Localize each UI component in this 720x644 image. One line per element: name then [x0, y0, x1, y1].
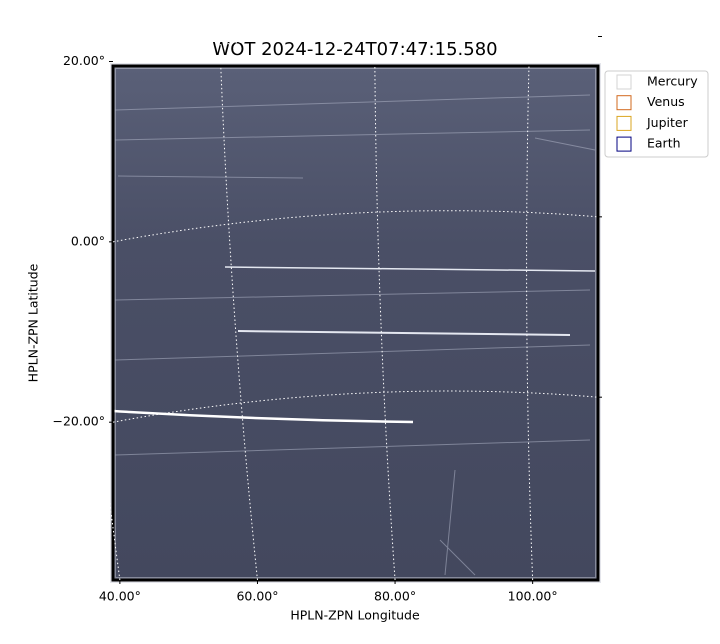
legend: Mercury Venus Jupiter Earth [604, 70, 709, 158]
legend-swatch [616, 136, 632, 152]
x-tick-label: 40.00° [99, 589, 141, 604]
x-tick-label: 60.00° [236, 589, 278, 604]
legend-label: Mercury [647, 74, 698, 89]
streaks [114, 94, 596, 576]
y-tick-label: −20.00° [52, 414, 105, 429]
legend-label: Venus [647, 94, 685, 109]
x-tick-label: 100.00° [508, 589, 558, 604]
grid-line [374, 65, 396, 581]
legend-box [604, 70, 709, 158]
image [110, 63, 601, 583]
y-tick-label: 20.00° [63, 53, 105, 68]
legend-swatch [616, 95, 632, 111]
legend-swatch [616, 115, 632, 131]
grid-line [526, 65, 534, 581]
legend-swatch [616, 74, 632, 90]
grid-line [220, 65, 258, 581]
x-tick-label: 80.00° [374, 589, 416, 604]
y-axis-label: HPLN-ZPN Latitude [26, 263, 41, 382]
legend-label: Jupiter [646, 115, 689, 130]
x-axis-label: HPLN-ZPN Longitude [290, 608, 420, 623]
grid-line [112, 29, 599, 62]
image-background [113, 66, 598, 580]
y-tick-label: 0.00° [71, 233, 105, 248]
plot-frame [111, 64, 600, 582]
grid-line [112, 390, 599, 423]
legend-label: Earth [647, 136, 681, 151]
chart-title: WOT 2024-12-24T07:47:15.580 [212, 39, 497, 60]
bright-streaks [112, 266, 596, 424]
grid-line [112, 210, 599, 243]
